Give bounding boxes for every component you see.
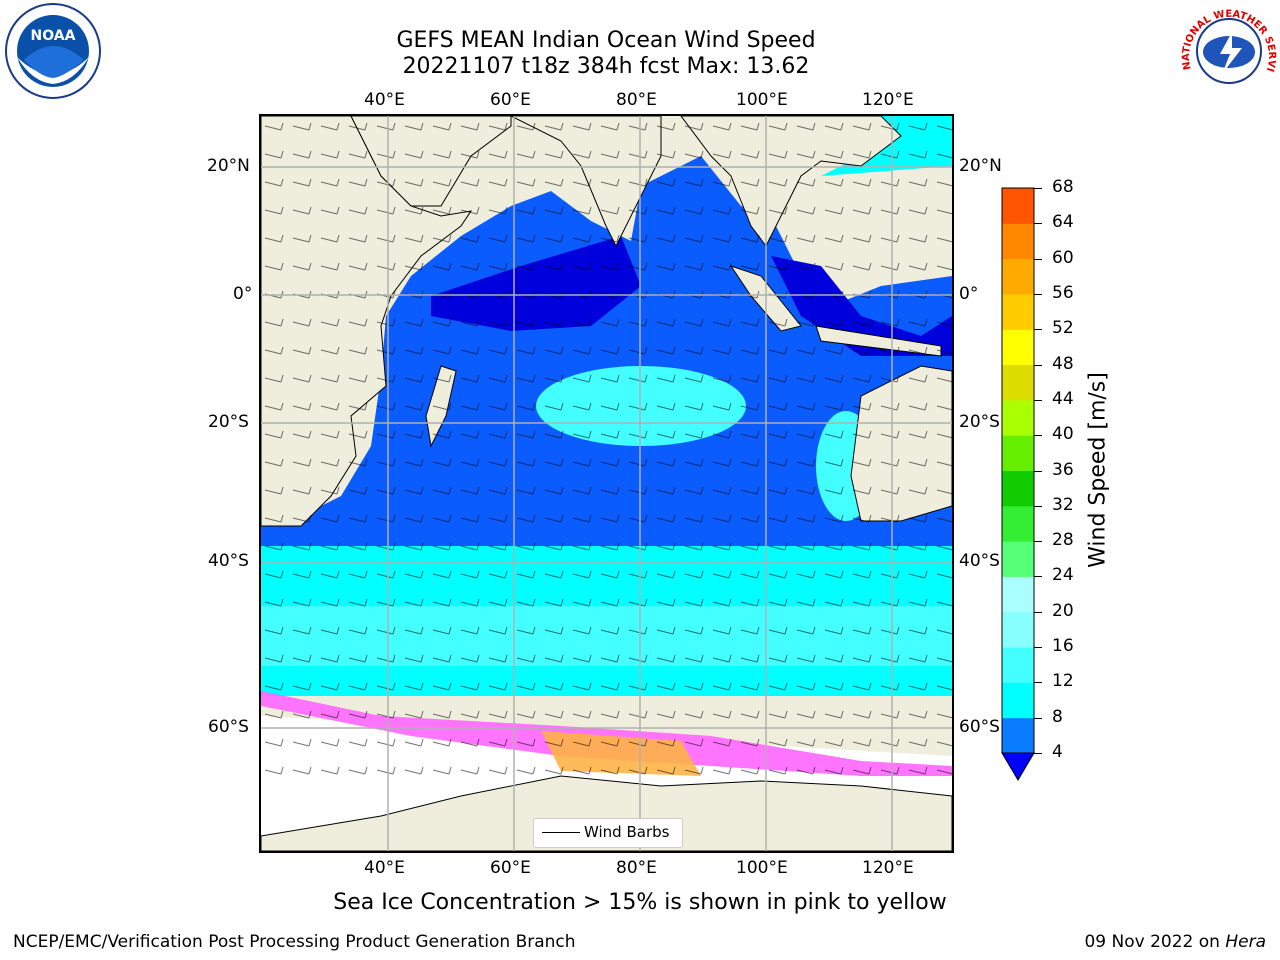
colorbar-extend-arrow [1001, 752, 1035, 781]
colorbar-segment [1002, 258, 1034, 295]
lat-label-right: 40°S [959, 551, 1000, 571]
colorbar-tick [1034, 435, 1042, 437]
colorbar-tick-label: 56 [1052, 282, 1074, 303]
colorbar-segment [1002, 647, 1034, 683]
lat-label-left: 60°S [208, 717, 249, 737]
colorbar-tick [1034, 505, 1042, 507]
lat-label-left: 20°N [207, 156, 250, 176]
colorbar [1001, 187, 1035, 781]
colorbar-segment [1002, 329, 1034, 366]
colorbar-tick-label: 36 [1052, 459, 1074, 480]
map-legend: Wind Barbs [533, 818, 683, 848]
wind-speed-map [259, 114, 954, 853]
colorbar-tick [1034, 399, 1042, 401]
caption: Sea Ice Concentration > 15% is shown in … [333, 890, 947, 915]
colorbar-tick-label: 68 [1052, 177, 1074, 197]
colorbar-segment [1002, 576, 1034, 613]
colorbar-tick [1034, 717, 1042, 719]
lon-label-top: 40°E [364, 90, 405, 110]
colorbar-tick [1034, 753, 1042, 754]
lat-label-right: 0° [959, 284, 979, 304]
colorbar-tick-label: 60 [1052, 247, 1074, 268]
colorbar-tick [1034, 364, 1042, 366]
lon-label-bottom: 100°E [736, 858, 788, 878]
colorbar-tick-label: 28 [1052, 530, 1074, 551]
colorbar-tick [1034, 576, 1042, 578]
map-canvas [261, 116, 952, 851]
lon-label-bottom: 120°E [862, 858, 914, 878]
colorbar-segment [1002, 364, 1034, 401]
colorbar-tick [1034, 541, 1042, 543]
lat-label-right: 60°S [959, 717, 1000, 737]
colorbar-tick-label: 8 [1052, 706, 1063, 727]
colorbar-tick [1034, 188, 1042, 189]
colorbar-segment [1002, 717, 1034, 754]
colorbar-segment [1002, 188, 1034, 224]
lon-label-top: 120°E [862, 90, 914, 110]
colorbar-tick-label: 24 [1052, 565, 1074, 586]
lon-label-bottom: 60°E [490, 858, 531, 878]
colorbar-tick [1034, 293, 1042, 295]
svg-text:NOAA: NOAA [31, 28, 76, 44]
colorbar-segment [1002, 223, 1034, 260]
colorbar-tick-label: 40 [1052, 424, 1074, 445]
colorbar-tick [1034, 611, 1042, 613]
colorbar-segment [1002, 682, 1034, 719]
colorbar-segment [1002, 399, 1034, 436]
graticule [261, 116, 952, 851]
colorbar-tick [1034, 647, 1042, 649]
colorbar-tick-label: 64 [1052, 212, 1074, 233]
colorbar-tick-label: 44 [1052, 388, 1074, 409]
lat-label-left: 20°S [208, 412, 249, 432]
title-line-2: 20221107 t18z 384h fcst Max: 13.62 [402, 54, 810, 79]
legend-label: Wind Barbs [584, 823, 670, 841]
lat-label-right: 20°S [959, 412, 1000, 432]
date-text: 09 Nov 2022 on [1084, 932, 1220, 952]
colorbar-tick-label: 4 [1052, 742, 1063, 762]
noaa-logo: NOAA [5, 3, 101, 99]
lat-label-right: 20°N [959, 156, 1002, 176]
lon-label-top: 80°E [616, 90, 657, 110]
colorbar-tick-label: 12 [1052, 671, 1074, 692]
colorbar-segment [1002, 470, 1034, 507]
colorbar-tick [1034, 470, 1042, 472]
colorbar-segment [1002, 293, 1034, 330]
lon-label-top: 60°E [490, 90, 531, 110]
colorbar-segment [1002, 541, 1034, 577]
colorbar-label: Wind Speed [m/s] [1085, 372, 1111, 568]
colorbar-segment [1002, 505, 1034, 542]
colorbar-tick-label: 20 [1052, 600, 1074, 621]
colorbar-tick-label: 32 [1052, 494, 1074, 515]
date-credit: 09 Nov 2022 on Hera [1084, 932, 1266, 952]
wind-barbs [261, 116, 952, 786]
lon-label-top: 100°E [736, 90, 788, 110]
host-name: Hera [1225, 932, 1266, 952]
title-line-1: GEFS MEAN Indian Ocean Wind Speed [396, 28, 816, 53]
nws-logo: NATIONAL WEATHER SERVICE [1180, 2, 1277, 97]
colorbar-tick [1034, 682, 1042, 684]
lon-label-bottom: 80°E [616, 858, 657, 878]
lat-label-left: 0° [233, 284, 253, 304]
colorbar-tick-label: 16 [1052, 636, 1074, 657]
colorbar-tick [1034, 258, 1042, 260]
colorbar-tick-label: 48 [1052, 353, 1074, 374]
colorbar-tick [1034, 223, 1042, 225]
lat-label-left: 40°S [208, 551, 249, 571]
colorbar-segment [1002, 435, 1034, 471]
credit: NCEP/EMC/Verification Post Processing Pr… [13, 932, 576, 952]
colorbar-segment [1002, 611, 1034, 648]
colorbar-tick-label: 52 [1052, 318, 1074, 339]
colorbar-tick [1034, 329, 1042, 331]
lon-label-bottom: 40°E [364, 858, 405, 878]
